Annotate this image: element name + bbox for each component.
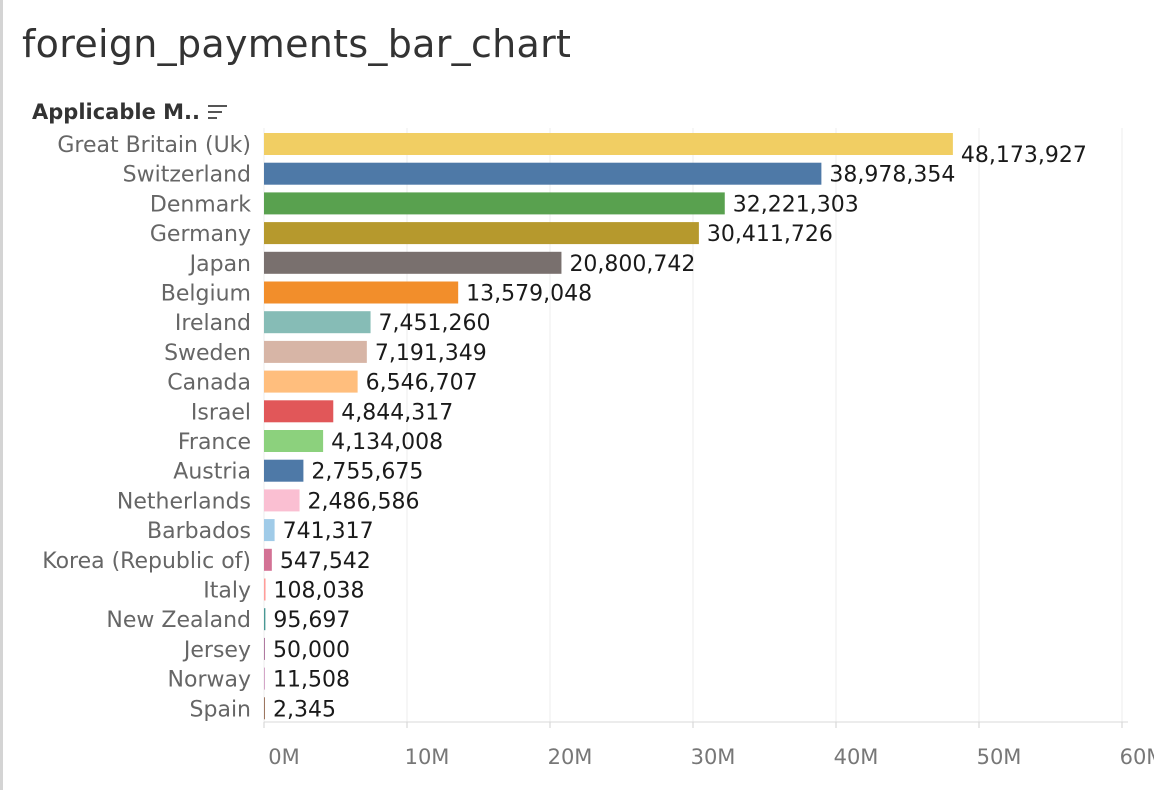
data-label: 13,579,048 bbox=[466, 282, 592, 307]
bar[interactable] bbox=[264, 608, 266, 631]
data-label: 20,800,742 bbox=[569, 252, 695, 277]
x-axis-ticks: 0M 10M 20M 30M 40M 50M 60M bbox=[263, 721, 1154, 769]
x-tick-label: 40M bbox=[834, 745, 879, 769]
dimension-header[interactable]: Applicable M.. bbox=[32, 100, 228, 124]
bars bbox=[264, 133, 953, 720]
data-label: 7,191,349 bbox=[375, 341, 487, 366]
bar[interactable] bbox=[264, 311, 371, 334]
bar[interactable] bbox=[264, 281, 459, 304]
bar[interactable] bbox=[264, 192, 725, 215]
sort-descending-icon[interactable] bbox=[207, 104, 228, 120]
data-label: 547,542 bbox=[280, 549, 371, 574]
bar[interactable] bbox=[264, 697, 265, 720]
data-label: 741,317 bbox=[283, 519, 374, 544]
category-label: Sweden bbox=[164, 341, 251, 366]
x-tick-label: 60M bbox=[1120, 745, 1154, 769]
data-label: 11,508 bbox=[273, 668, 350, 693]
bar[interactable] bbox=[264, 400, 334, 423]
bar[interactable] bbox=[264, 459, 304, 482]
data-label: 48,173,927 bbox=[961, 143, 1087, 168]
x-tick-label: 0M bbox=[268, 745, 299, 769]
bar[interactable] bbox=[264, 548, 272, 571]
x-tick-label: 10M bbox=[405, 745, 450, 769]
category-labels: Great Britain (Uk) Switzerland Denmark Germ… bbox=[42, 133, 251, 722]
data-label: 95,697 bbox=[273, 608, 350, 633]
chart-title: foreign_payments_bar_chart bbox=[22, 22, 572, 66]
category-label: Canada bbox=[167, 371, 251, 396]
data-label: 32,221,303 bbox=[733, 192, 859, 217]
bar[interactable] bbox=[264, 251, 562, 274]
category-label: Great Britain (Uk) bbox=[57, 133, 251, 158]
data-label: 2,345 bbox=[273, 697, 336, 722]
category-label: Italy bbox=[203, 579, 251, 604]
data-label: 50,000 bbox=[273, 638, 350, 663]
category-label: Israel bbox=[191, 400, 251, 425]
bar[interactable] bbox=[264, 519, 275, 542]
data-label: 7,451,260 bbox=[379, 311, 491, 336]
category-label: Barbados bbox=[147, 519, 251, 544]
x-tick-label: 50M bbox=[977, 745, 1022, 769]
bar[interactable] bbox=[264, 162, 822, 185]
category-label: Norway bbox=[168, 668, 251, 693]
category-label: Spain bbox=[190, 697, 251, 722]
category-label: Germany bbox=[150, 222, 251, 247]
bar[interactable] bbox=[264, 340, 367, 363]
data-label: 30,411,726 bbox=[707, 222, 833, 247]
x-tick-label: 30M bbox=[691, 745, 736, 769]
category-label: Korea (Republic of) bbox=[42, 549, 251, 574]
data-label: 4,134,008 bbox=[331, 430, 443, 455]
data-label: 2,755,675 bbox=[311, 460, 423, 485]
category-label: Jersey bbox=[182, 638, 251, 663]
bar[interactable] bbox=[264, 370, 358, 393]
category-label: Netherlands bbox=[117, 489, 251, 514]
data-label: 2,486,586 bbox=[308, 489, 420, 514]
category-label: Ireland bbox=[175, 311, 251, 336]
data-label: 6,546,707 bbox=[366, 371, 478, 396]
data-label: 38,978,354 bbox=[829, 163, 955, 188]
category-label: New Zealand bbox=[106, 608, 251, 633]
bar[interactable] bbox=[264, 430, 324, 452]
data-label: 4,844,317 bbox=[341, 400, 453, 425]
bar[interactable] bbox=[264, 578, 266, 601]
bar[interactable] bbox=[264, 133, 953, 155]
category-label: Austria bbox=[173, 460, 251, 485]
category-label: Japan bbox=[188, 252, 251, 277]
category-label: France bbox=[178, 430, 251, 455]
bar[interactable] bbox=[264, 667, 265, 690]
category-label: Denmark bbox=[150, 192, 251, 217]
bar[interactable] bbox=[264, 222, 699, 245]
category-label: Belgium bbox=[161, 282, 251, 307]
dimension-header-label: Applicable M.. bbox=[32, 100, 200, 124]
left-border bbox=[0, 0, 3, 790]
data-label: 108,038 bbox=[274, 579, 365, 604]
bar[interactable] bbox=[264, 489, 300, 512]
category-label: Switzerland bbox=[123, 163, 251, 188]
x-tick-label: 20M bbox=[548, 745, 593, 769]
bar[interactable] bbox=[264, 637, 265, 660]
